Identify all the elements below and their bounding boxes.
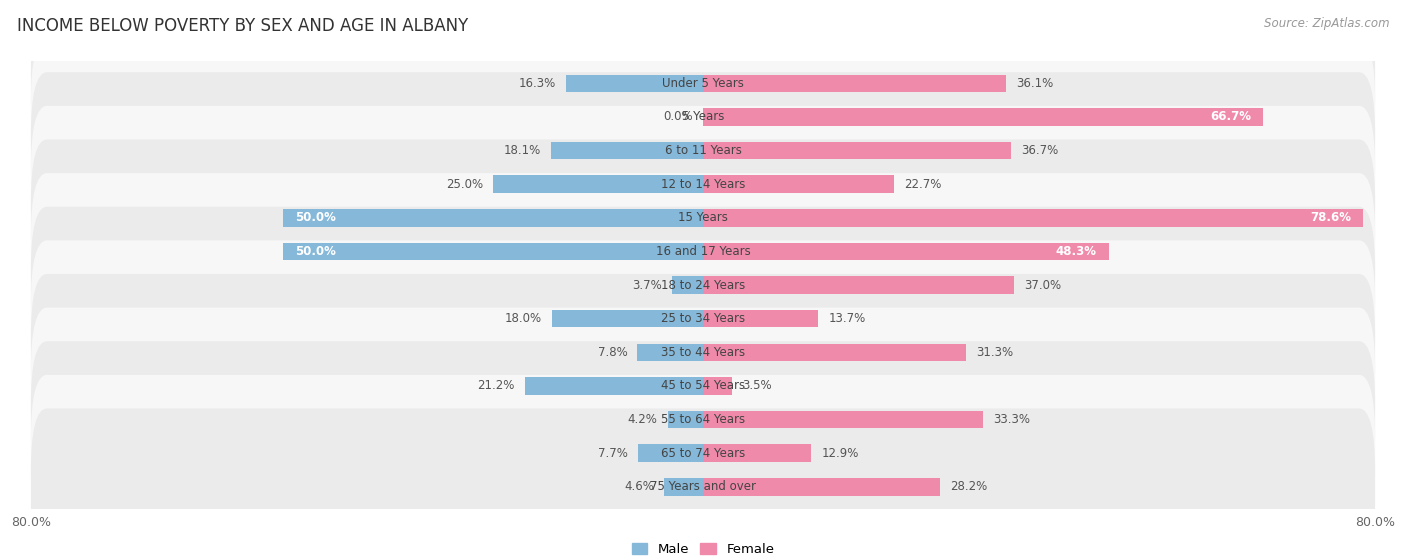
Text: 45 to 54 Years: 45 to 54 Years (661, 380, 745, 392)
Bar (668, 411, 703, 428)
Bar (703, 108, 1264, 126)
Text: 18.1%: 18.1% (503, 144, 541, 157)
Bar (703, 176, 894, 193)
Bar (672, 276, 703, 294)
FancyBboxPatch shape (31, 39, 1375, 195)
Text: 75 Years and over: 75 Years and over (650, 480, 756, 494)
Text: 78.6%: 78.6% (1310, 211, 1351, 224)
FancyBboxPatch shape (31, 207, 1375, 363)
Bar (637, 344, 703, 361)
Text: 65 to 74 Years: 65 to 74 Years (661, 447, 745, 459)
Text: 16.3%: 16.3% (519, 77, 555, 90)
FancyBboxPatch shape (31, 409, 1375, 559)
FancyBboxPatch shape (31, 375, 1375, 532)
Text: 0.0%: 0.0% (664, 111, 693, 124)
Text: 3.5%: 3.5% (742, 380, 772, 392)
Text: 55 to 64 Years: 55 to 64 Years (661, 413, 745, 426)
Text: 36.7%: 36.7% (1021, 144, 1059, 157)
Text: 35 to 44 Years: 35 to 44 Years (661, 346, 745, 359)
FancyBboxPatch shape (31, 274, 1375, 430)
Text: 21.2%: 21.2% (478, 380, 515, 392)
Text: 4.6%: 4.6% (624, 480, 654, 494)
Bar (703, 142, 1011, 159)
Bar (703, 209, 1364, 226)
Bar (551, 310, 703, 328)
FancyBboxPatch shape (31, 307, 1375, 465)
Text: 50.0%: 50.0% (295, 245, 336, 258)
Bar (283, 209, 703, 226)
Bar (638, 444, 703, 462)
Text: 5 Years: 5 Years (682, 111, 724, 124)
Text: 18 to 24 Years: 18 to 24 Years (661, 278, 745, 292)
Bar (703, 276, 1014, 294)
Bar (703, 444, 811, 462)
Text: 18.0%: 18.0% (505, 312, 541, 325)
Text: 12.9%: 12.9% (821, 447, 859, 459)
Text: 33.3%: 33.3% (993, 413, 1029, 426)
Text: 31.3%: 31.3% (976, 346, 1014, 359)
FancyBboxPatch shape (31, 106, 1375, 263)
Bar (494, 176, 703, 193)
Text: 13.7%: 13.7% (828, 312, 866, 325)
Text: 36.1%: 36.1% (1017, 77, 1053, 90)
Bar (703, 411, 983, 428)
FancyBboxPatch shape (31, 173, 1375, 330)
Text: 12 to 14 Years: 12 to 14 Years (661, 178, 745, 191)
Text: 50.0%: 50.0% (295, 211, 336, 224)
Bar (703, 310, 818, 328)
Text: Source: ZipAtlas.com: Source: ZipAtlas.com (1264, 17, 1389, 30)
Text: 48.3%: 48.3% (1054, 245, 1097, 258)
Bar (665, 478, 703, 496)
Bar (551, 142, 703, 159)
Text: INCOME BELOW POVERTY BY SEX AND AGE IN ALBANY: INCOME BELOW POVERTY BY SEX AND AGE IN A… (17, 17, 468, 35)
Text: 28.2%: 28.2% (950, 480, 987, 494)
Text: 4.2%: 4.2% (627, 413, 658, 426)
Bar (567, 74, 703, 92)
Bar (703, 377, 733, 395)
Text: 25.0%: 25.0% (446, 178, 482, 191)
Text: 22.7%: 22.7% (904, 178, 941, 191)
Legend: Male, Female: Male, Female (631, 543, 775, 556)
Bar (524, 377, 703, 395)
FancyBboxPatch shape (31, 240, 1375, 397)
FancyBboxPatch shape (31, 140, 1375, 296)
Bar (283, 243, 703, 260)
Text: 7.7%: 7.7% (599, 447, 628, 459)
Bar (703, 478, 941, 496)
Text: Under 5 Years: Under 5 Years (662, 77, 744, 90)
Text: 6 to 11 Years: 6 to 11 Years (665, 144, 741, 157)
FancyBboxPatch shape (31, 5, 1375, 162)
FancyBboxPatch shape (31, 341, 1375, 498)
Text: 66.7%: 66.7% (1209, 111, 1251, 124)
Text: 37.0%: 37.0% (1024, 278, 1062, 292)
Text: 25 to 34 Years: 25 to 34 Years (661, 312, 745, 325)
Bar (703, 74, 1007, 92)
Text: 7.8%: 7.8% (598, 346, 627, 359)
Text: 3.7%: 3.7% (633, 278, 662, 292)
Text: 15 Years: 15 Years (678, 211, 728, 224)
Bar (703, 344, 966, 361)
Text: 16 and 17 Years: 16 and 17 Years (655, 245, 751, 258)
Bar (703, 243, 1109, 260)
FancyBboxPatch shape (31, 72, 1375, 229)
